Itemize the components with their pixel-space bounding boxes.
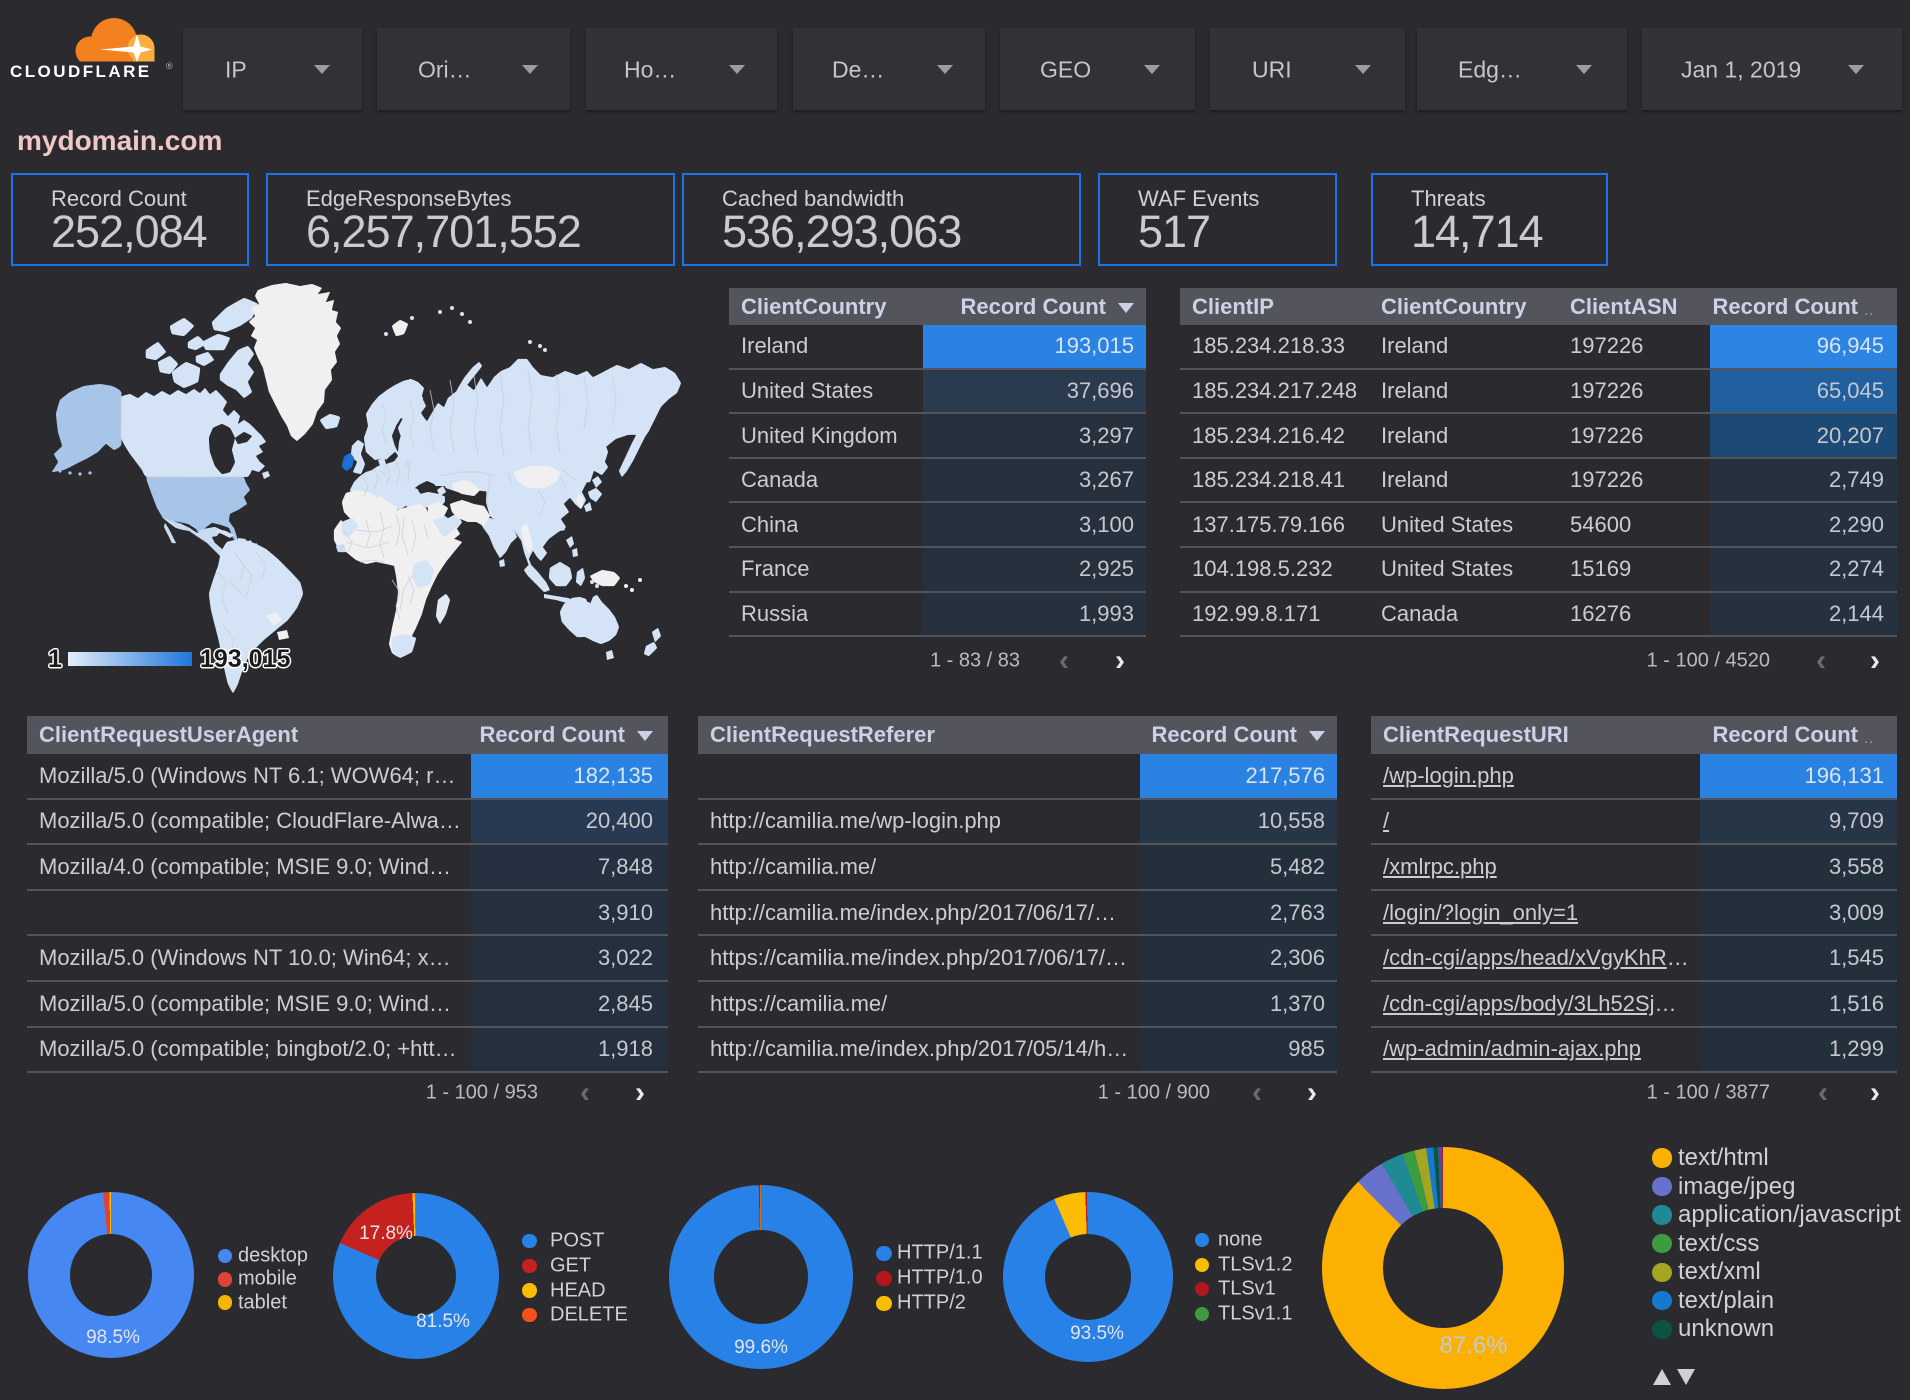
svg-text:®: ® <box>166 61 173 71</box>
svg-text:CLOUDFLARE: CLOUDFLARE <box>10 62 152 81</box>
